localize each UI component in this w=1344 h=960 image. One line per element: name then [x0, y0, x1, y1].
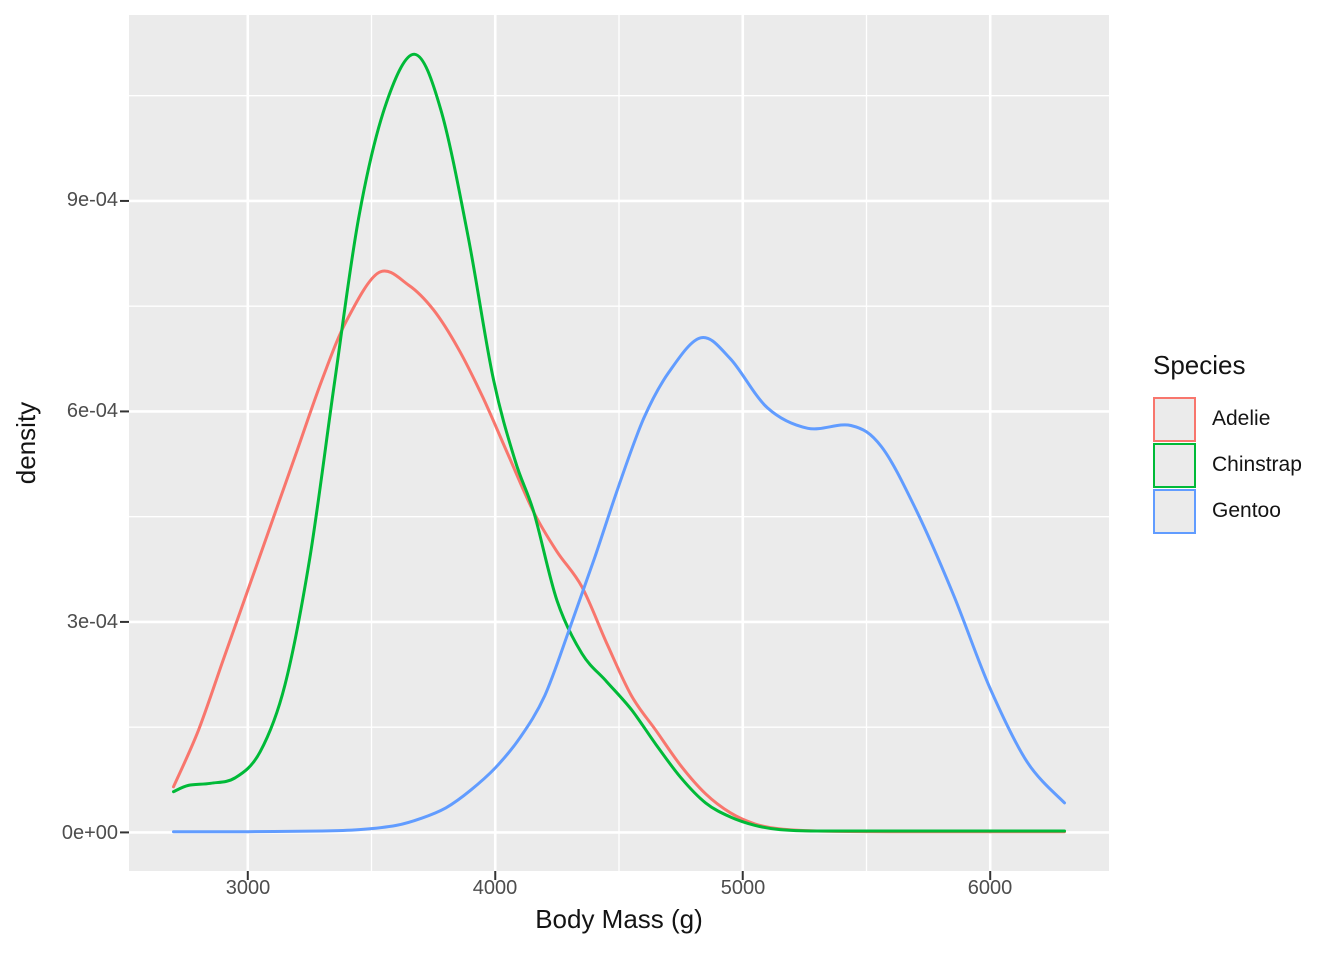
- density-curve-chinstrap: [172, 52, 1066, 833]
- legend-label-gentoo: Gentoo: [1212, 499, 1281, 522]
- y-axis-title: density: [11, 401, 41, 485]
- legend-key-gentoo: [1153, 488, 1196, 534]
- x-tick-label-0: 3000: [225, 877, 271, 899]
- legend-item-adelie: Adelie: [1153, 396, 1302, 442]
- density-curve-gentoo: [172, 336, 1066, 834]
- y-tick-label-3: 9e-04: [66, 189, 118, 211]
- legend-key-chinstrap: [1153, 442, 1196, 488]
- y-tick-label-1: 3e-04: [66, 611, 118, 633]
- y-tick-label-2: 6e-04: [66, 400, 118, 422]
- legend-label-adelie: Adelie: [1212, 407, 1271, 430]
- legend-title: Species: [1153, 350, 1246, 380]
- x-axis-title: Body Mass (g): [535, 904, 703, 934]
- x-tick-label-1: 4000: [472, 877, 518, 899]
- x-tick-label-2: 5000: [720, 877, 766, 899]
- legend-item-chinstrap: Chinstrap: [1153, 442, 1302, 488]
- y-tick-label-0: 0e+00: [61, 822, 118, 844]
- legend-item-gentoo: Gentoo: [1153, 488, 1302, 534]
- x-tick-label-3: 6000: [967, 877, 1013, 899]
- legend: Species Adelie Chinstrap Gentoo: [1153, 350, 1302, 534]
- legend-key-adelie: [1153, 396, 1196, 442]
- legend-label-chinstrap: Chinstrap: [1212, 453, 1302, 476]
